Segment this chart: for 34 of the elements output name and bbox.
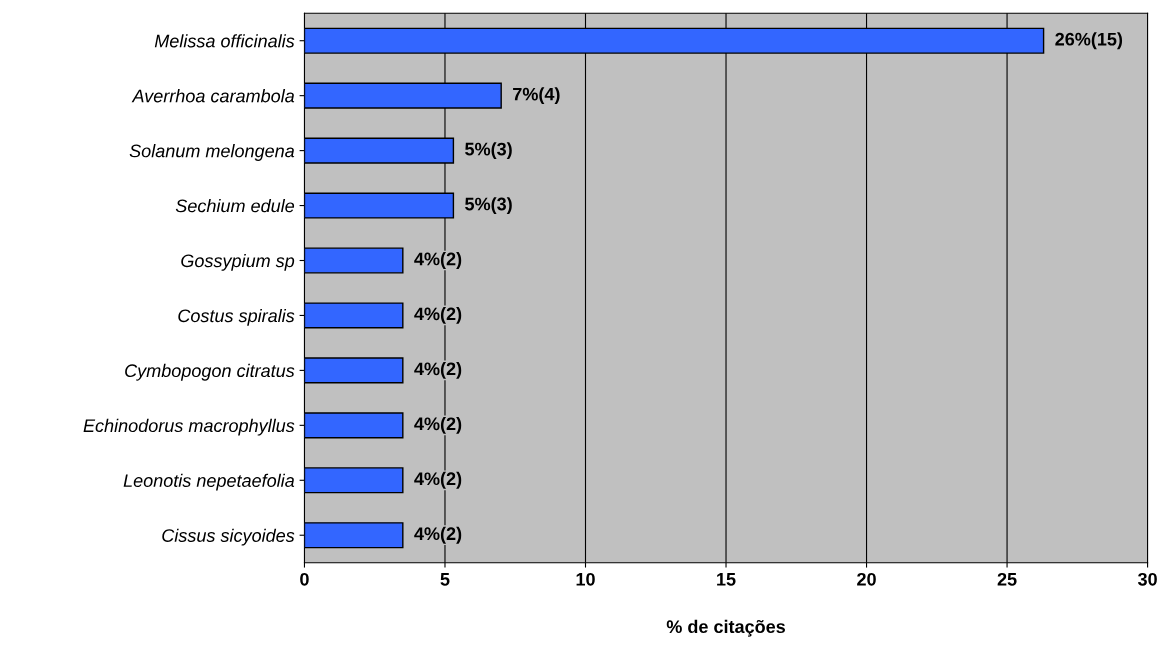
bar xyxy=(304,467,404,494)
y-tick-label: Leonotis nepetaefolia xyxy=(123,473,295,491)
data-label: 4%(2) xyxy=(414,307,462,324)
x-tick-label: 15 xyxy=(717,573,736,586)
x-axis-title: % de citações xyxy=(666,619,785,637)
x-tick-label: 10 xyxy=(576,572,595,586)
data-label: 26%(15) xyxy=(1055,32,1123,50)
bar xyxy=(304,522,404,549)
y-tick-label: Sechium edule xyxy=(175,199,295,213)
data-label: 5%(3) xyxy=(465,142,512,160)
bar xyxy=(304,247,404,274)
y-tick-label: Solanum melongena xyxy=(129,144,295,161)
x-tick-label: 25 xyxy=(997,572,1017,586)
y-tick-label: Gossypium sp xyxy=(181,253,295,271)
data-label: 4%(2) xyxy=(414,471,462,489)
x-tick-label: 30 xyxy=(1137,572,1157,586)
x-tick-label: 0 xyxy=(300,572,309,586)
y-tick-label: Costus spiralis xyxy=(178,308,295,326)
y-tick-label: Echinodorus macrophyllus xyxy=(83,418,295,436)
data-label: 4%(2) xyxy=(414,416,462,434)
data-label: 5%(3) xyxy=(465,197,512,214)
data-label: 4%(2) xyxy=(414,252,462,269)
y-tick-label: Cissus sicyoides xyxy=(162,528,295,546)
y-tick-label: Cymbopogon citratus xyxy=(125,363,295,381)
x-tick-label: 5 xyxy=(440,573,450,586)
x-tick-label: 20 xyxy=(857,572,876,586)
data-label: 7%(4) xyxy=(513,87,560,105)
bar xyxy=(304,302,404,329)
y-tick-label: Averrhoa carambola xyxy=(131,89,295,103)
bar xyxy=(304,357,404,384)
bar xyxy=(304,412,404,439)
data-label: 4%(2) xyxy=(414,526,462,544)
data-label: 4%(2) xyxy=(414,361,462,379)
y-tick-label: Melissa officinalis xyxy=(154,34,295,48)
